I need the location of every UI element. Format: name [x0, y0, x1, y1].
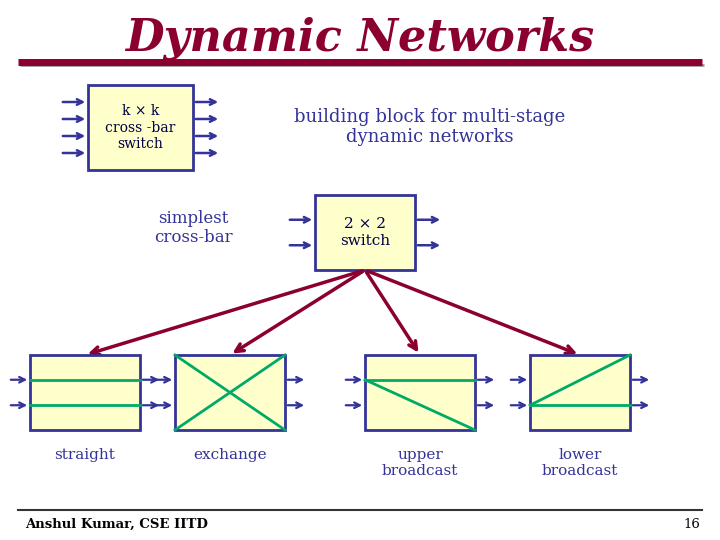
Text: k × k
cross -bar
switch: k × k cross -bar switch [105, 104, 176, 151]
Text: exchange: exchange [193, 448, 267, 462]
Bar [315, 195, 415, 270]
Bar [30, 355, 140, 430]
Text: lower
broadcast: lower broadcast [542, 448, 618, 478]
Bar [175, 355, 285, 430]
Bar [365, 355, 475, 430]
Text: building block for multi-stage
dynamic networks: building block for multi-stage dynamic n… [294, 107, 566, 146]
Bar [530, 355, 630, 430]
Text: upper
broadcast: upper broadcast [382, 448, 458, 478]
Bar [88, 85, 193, 170]
Text: Anshul Kumar, CSE IITD: Anshul Kumar, CSE IITD [25, 517, 208, 530]
Text: 2 × 2
switch: 2 × 2 switch [340, 218, 390, 248]
Text: 16: 16 [683, 517, 700, 530]
Text: Dynamic Networks: Dynamic Networks [125, 16, 595, 60]
Text: straight: straight [55, 448, 115, 462]
Text: simplest
cross-bar: simplest cross-bar [153, 210, 233, 246]
